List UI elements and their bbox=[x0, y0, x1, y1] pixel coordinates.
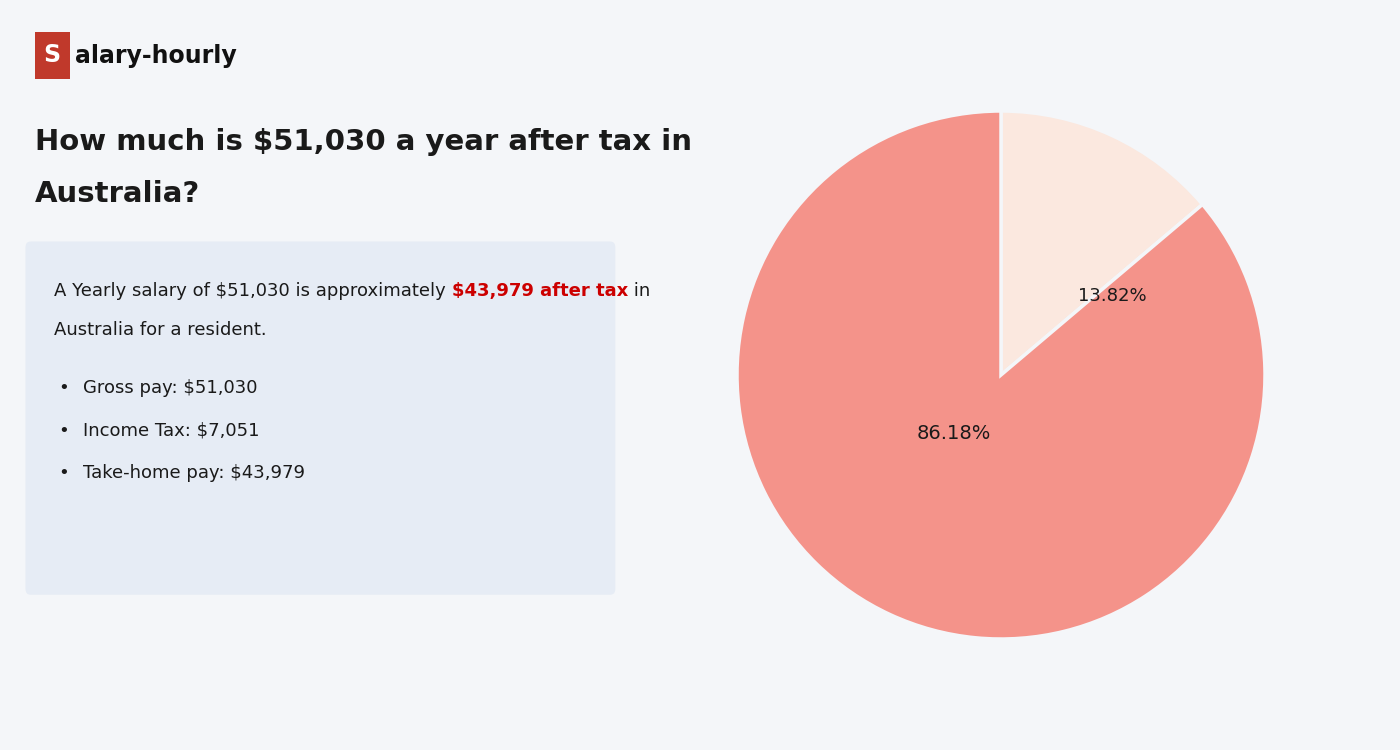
Wedge shape bbox=[736, 111, 1266, 639]
Text: A Yearly salary of $51,030 is approximately: A Yearly salary of $51,030 is approximat… bbox=[55, 282, 452, 300]
Text: alary-hourly: alary-hourly bbox=[76, 44, 237, 68]
Text: •: • bbox=[59, 422, 69, 440]
Text: •: • bbox=[59, 379, 69, 397]
Text: 86.18%: 86.18% bbox=[916, 424, 991, 442]
FancyBboxPatch shape bbox=[35, 32, 70, 79]
Text: 13.82%: 13.82% bbox=[1078, 286, 1147, 304]
Text: $43,979 after tax: $43,979 after tax bbox=[452, 282, 627, 300]
Text: S: S bbox=[43, 44, 60, 68]
Text: Australia for a resident.: Australia for a resident. bbox=[55, 321, 267, 339]
Text: Australia?: Australia? bbox=[35, 179, 200, 208]
Text: in: in bbox=[627, 282, 650, 300]
Text: Gross pay: $51,030: Gross pay: $51,030 bbox=[83, 379, 258, 397]
Wedge shape bbox=[1001, 111, 1203, 375]
Text: •: • bbox=[59, 464, 69, 482]
Text: Income Tax: $7,051: Income Tax: $7,051 bbox=[83, 422, 259, 440]
FancyBboxPatch shape bbox=[25, 242, 616, 595]
Text: How much is $51,030 a year after tax in: How much is $51,030 a year after tax in bbox=[35, 128, 692, 157]
Text: Take-home pay: $43,979: Take-home pay: $43,979 bbox=[83, 464, 305, 482]
